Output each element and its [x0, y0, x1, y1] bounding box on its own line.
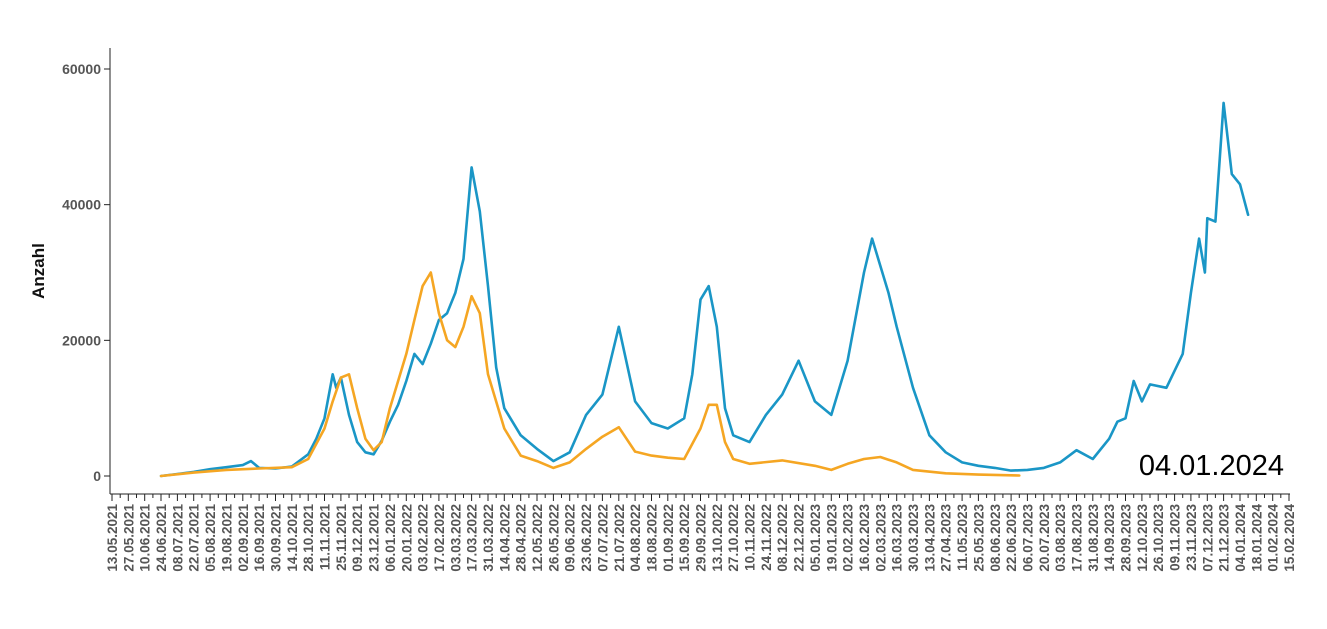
y-tick-label: 60000: [62, 61, 101, 77]
x-tick-label: 27.04.2023: [939, 504, 954, 572]
x-tick-label: 16.02.2023: [857, 504, 872, 572]
x-tick-label: 28.04.2022: [514, 504, 529, 572]
x-tick-label: 10.06.2021: [138, 504, 153, 572]
x-tick-label: 08.12.2022: [775, 504, 790, 572]
x-tick-label: 08.07.2021: [170, 504, 185, 572]
x-tick-label: 08.06.2023: [988, 504, 1003, 572]
y-tick-label: 0: [93, 468, 101, 484]
x-tick-label: 20.01.2022: [399, 504, 414, 572]
x-tick-label: 19.01.2023: [824, 504, 839, 572]
x-tick-label: 04.01.2024: [1233, 504, 1248, 572]
x-tick-label: 09.12.2021: [350, 504, 365, 572]
x-tick-label: 27.05.2021: [121, 504, 136, 572]
x-tick-label: 15.09.2022: [677, 504, 692, 572]
x-tick-label: 30.03.2023: [906, 504, 921, 572]
x-tick-label: 06.01.2022: [383, 504, 398, 572]
x-tick-label: 21.12.2023: [1217, 504, 1232, 572]
y-tick-label: 20000: [62, 332, 101, 348]
x-tick-label: 18.08.2022: [645, 504, 660, 572]
x-tick-label: 16.09.2021: [252, 504, 267, 572]
x-tick-label: 22.07.2021: [187, 504, 202, 572]
x-tick-label: 06.07.2023: [1020, 504, 1035, 572]
x-tick-label: 26.05.2022: [546, 504, 561, 572]
x-tick-label: 20.07.2023: [1037, 504, 1052, 572]
x-tick-label: 12.10.2023: [1135, 504, 1150, 572]
x-tick-label: 14.04.2022: [497, 504, 512, 572]
x-tick-label: 31.03.2022: [481, 504, 496, 572]
x-tick-label: 09.11.2023: [1168, 504, 1183, 571]
x-tick-label: 09.06.2022: [563, 504, 578, 572]
x-tick-label: 15.02.2024: [1282, 504, 1297, 572]
x-tick-label: 17.08.2023: [1070, 504, 1085, 572]
x-tick-label: 03.03.2022: [448, 504, 463, 572]
x-tick-label: 21.07.2022: [612, 504, 627, 572]
x-tick-label: 24.06.2021: [154, 504, 169, 572]
x-tick-label: 19.08.2021: [219, 504, 234, 572]
x-tick-label: 23.12.2021: [367, 504, 382, 572]
x-tick-label: 27.10.2022: [726, 504, 741, 572]
x-tick-label: 05.01.2023: [808, 504, 823, 572]
x-tick-label: 25.11.2021: [334, 504, 349, 571]
x-tick-label: 04.08.2022: [628, 504, 643, 572]
x-tick-label: 17.03.2022: [465, 504, 480, 572]
x-tick-label: 30.09.2021: [269, 504, 284, 572]
x-tick-label: 07.12.2023: [1200, 504, 1215, 572]
series-layer: [161, 103, 1248, 476]
x-tick-label: 17.02.2022: [432, 504, 447, 572]
x-tick-label: 02.02.2023: [841, 504, 856, 572]
x-tick-label: 11.05.2023: [955, 504, 970, 571]
x-tick-label: 14.10.2021: [285, 504, 300, 572]
x-tick-label: 10.11.2022: [743, 504, 758, 571]
x-tick-label: 05.08.2021: [203, 504, 218, 572]
x-tick-label: 23.06.2022: [579, 504, 594, 572]
x-tick-label: 03.02.2022: [416, 504, 431, 572]
x-tick-label: 13.04.2023: [922, 504, 937, 572]
x-tick-label: 11.11.2021: [318, 504, 333, 571]
x-tick-label: 29.09.2022: [694, 504, 709, 572]
x-tick-label: 12.05.2022: [530, 504, 545, 572]
x-tick-label: 18.01.2024: [1249, 504, 1264, 572]
x-tick-label: 16.03.2023: [890, 504, 905, 572]
x-tick-label: 14.09.2023: [1102, 504, 1117, 572]
x-tick-label: 02.09.2021: [236, 504, 251, 572]
x-tick-label: 28.09.2023: [1119, 504, 1134, 572]
y-ticks: 0 20000 40000 60000: [62, 61, 110, 484]
x-tick-label: 13.10.2022: [710, 504, 725, 572]
x-tick-label: 01.02.2024: [1266, 504, 1281, 572]
x-tick-label: 22.06.2023: [1004, 504, 1019, 572]
x-tick-label: 31.08.2023: [1086, 504, 1101, 572]
y-tick-label: 40000: [62, 197, 101, 213]
x-tick-label: 07.07.2022: [595, 504, 610, 572]
x-tick-label: 23.11.2023: [1184, 504, 1199, 571]
x-tick-label: 03.08.2023: [1053, 504, 1068, 572]
date-annotation: 04.01.2024: [1139, 450, 1284, 482]
x-tick-label: 24.11.2022: [759, 504, 774, 571]
x-tick-label: 25.05.2023: [971, 504, 986, 572]
x-tick-label: 28.10.2021: [301, 504, 316, 572]
x-tick-label: 13.05.2021: [105, 504, 120, 572]
x-tick-label: 02.03.2023: [873, 504, 888, 572]
x-tick-label: 22.12.2022: [792, 504, 807, 572]
x-ticks: 13.05.2021 27.05.2021 10.06.2021 24.06.2021…: [105, 494, 1297, 572]
x-tick-label: 01.09.2022: [661, 504, 676, 572]
x-tick-label: 26.10.2023: [1151, 504, 1166, 572]
y-axis-label: Anzahl: [29, 243, 48, 299]
